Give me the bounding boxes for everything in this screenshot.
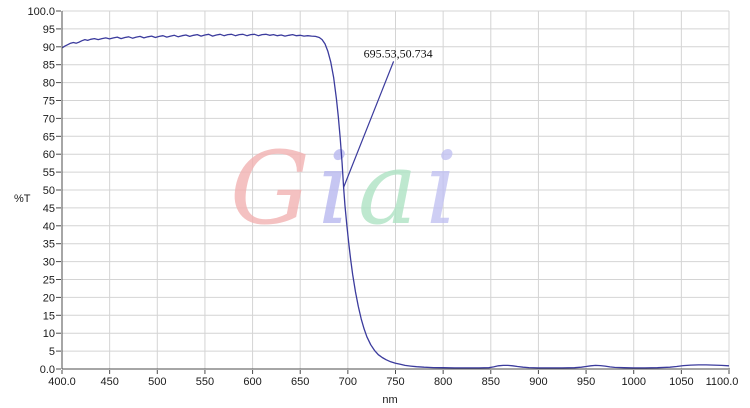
y-tick-label: 100.0 <box>27 6 55 18</box>
y-tick-label: 80 <box>43 78 55 90</box>
x-tick-label: 400.0 <box>48 376 76 388</box>
watermark: Giai <box>230 130 465 247</box>
x-tick-label: 950 <box>577 376 595 388</box>
annotation-label: 695.53,50.734 <box>364 46 433 60</box>
x-tick-label: 900 <box>529 376 547 388</box>
watermark-letter: G <box>230 130 318 247</box>
axes <box>61 11 730 370</box>
x-tick-label: 1000 <box>621 376 645 388</box>
x-tick-label: 750 <box>386 376 404 388</box>
y-tick-label: 5 <box>49 346 55 358</box>
y-tick-label: 55 <box>43 167 55 179</box>
y-tick-label: 65 <box>43 131 55 143</box>
watermark-letter: i <box>318 130 358 247</box>
x-tick-label: 600 <box>243 376 261 388</box>
y-tick-label: 20 <box>43 292 55 304</box>
x-tick-label: 550 <box>196 376 214 388</box>
y-axis-title: %T <box>14 193 31 205</box>
x-tick-label: 450 <box>100 376 118 388</box>
x-tick-label: 1100.0 <box>706 376 739 388</box>
y-tick-label: 50 <box>43 185 55 197</box>
y-tick-label: 95 <box>43 24 55 36</box>
watermark-letter: i <box>426 130 466 247</box>
x-tick-label: 650 <box>291 376 309 388</box>
annotation: 695.53,50.734 <box>343 46 433 188</box>
y-tick-label: 40 <box>43 221 55 233</box>
y-tick-label: 0.0 <box>40 364 55 376</box>
y-tick-label: 75 <box>43 96 55 108</box>
transmission-curve <box>61 33 730 369</box>
watermark-letter: a <box>358 130 426 247</box>
gridlines <box>62 10 730 369</box>
y-tick-label: 60 <box>43 149 55 161</box>
watermark-text: Giai <box>230 130 465 247</box>
annotation-leader-line <box>343 61 395 188</box>
y-tick-label: 90 <box>43 42 55 54</box>
y-tick-label: 30 <box>43 257 55 269</box>
curve-path <box>61 33 730 369</box>
x-tick-label: 850 <box>482 376 500 388</box>
y-tick-label: 15 <box>43 310 55 322</box>
x-tick-label: 700 <box>339 376 357 388</box>
y-tick-label: 70 <box>43 113 55 125</box>
tick-labels: 400.0 450 500 550 600 650 700 750 800 850 900 950 10… <box>27 6 738 388</box>
x-axis-title: nm <box>382 394 397 406</box>
y-tick-label: 45 <box>43 203 55 215</box>
y-tick-label: 35 <box>43 239 55 251</box>
x-tick-label: 1050 <box>669 376 693 388</box>
y-tick-label: 85 <box>43 60 55 72</box>
x-tick-label: 800 <box>434 376 452 388</box>
y-tick-label: 10 <box>43 328 55 340</box>
y-tick-label: 25 <box>43 275 55 287</box>
axis-ticks <box>56 10 730 374</box>
x-tick-label: 500 <box>148 376 166 388</box>
